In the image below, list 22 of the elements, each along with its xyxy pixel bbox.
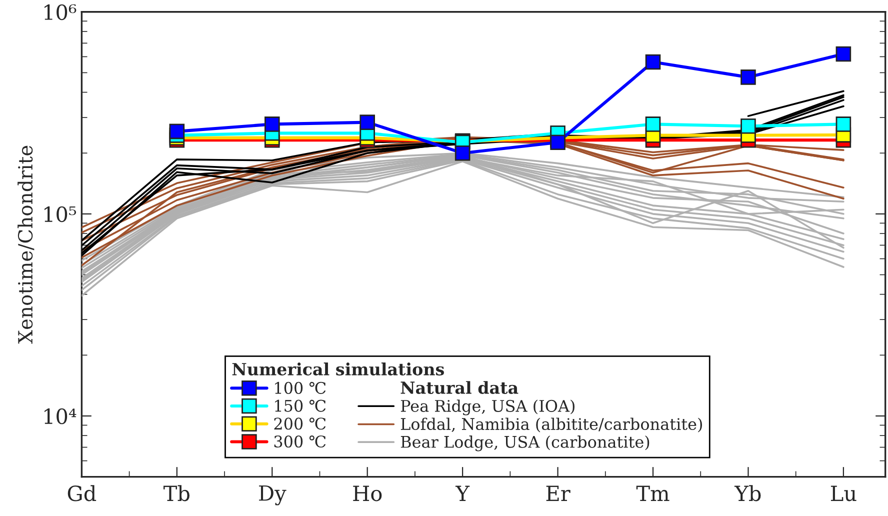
annotation: Natural data — [400, 381, 518, 394]
legend-label: 150 ℃ — [275, 400, 326, 412]
y-tick-label: 10⁵ — [44, 206, 76, 222]
x-tick-label: Tm — [636, 486, 670, 501]
y-tick-label: 10⁶ — [44, 4, 76, 20]
legend-label: Lofdal, Namibia (albitite/carbonatite) — [400, 418, 702, 432]
x-tick-label: Lu — [830, 486, 856, 502]
y-tick-label: 10⁴ — [44, 408, 76, 424]
legend-label: Pea Ridge, USA (IOA) — [400, 400, 574, 416]
x-tick-label: Dy — [259, 485, 286, 506]
legend-label: 200 ℃ — [274, 418, 326, 430]
y-axis-title: Xenotime/Chondrite — [18, 146, 34, 344]
x-tick-label: Er — [546, 486, 570, 501]
x-tick-label: Yb — [734, 485, 761, 502]
x-tick-label: Y — [455, 486, 470, 501]
legend-label: Bear Lodge, USA (carbonatite) — [400, 436, 650, 452]
legend-label: 100 ℃ — [275, 382, 326, 394]
x-tick-label: Gd — [68, 485, 96, 502]
legend-title: Numerical simulations — [232, 362, 444, 376]
legend-label: 300 ℃ — [274, 435, 326, 448]
x-tick-label: Ho — [353, 486, 382, 502]
x-tick-label: Tb — [164, 485, 190, 502]
